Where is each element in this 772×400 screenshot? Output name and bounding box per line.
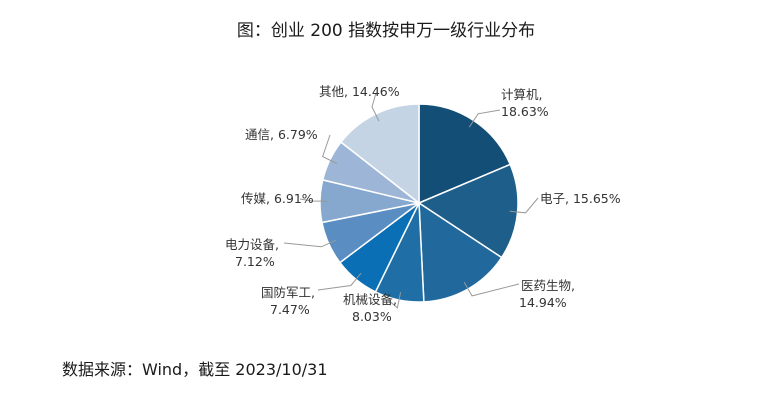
leader-lines (283, 92, 539, 309)
slice-label-machinery: 机械设备, 8.03% (343, 292, 397, 324)
slice-label-electronics: 电子, 15.65% (540, 191, 621, 206)
leader-line-8 (371, 92, 380, 122)
leader-line-7 (321, 134, 338, 164)
slice-label-power-equipment: 电力设备, 7.12% (225, 237, 279, 269)
leader-line-1 (509, 197, 539, 214)
leader-line-3 (387, 292, 402, 309)
slice-label-telecom: 通信, 6.79% (245, 127, 318, 142)
chart-title: 图：创业 200 指数按申万一级行业分布 (236, 21, 536, 41)
leader-line-5 (283, 239, 337, 248)
leader-line-0 (468, 109, 501, 128)
slice-label-pharma: 医药生物, 14.94% (519, 278, 575, 310)
leader-line-4 (317, 272, 362, 291)
slice-label-computer: 计算机, 18.63% (501, 87, 549, 119)
slice-label-other: 其他, 14.46% (319, 84, 400, 99)
slice-label-media: 传媒, 6.91% (241, 191, 314, 206)
data-source-note: 数据来源：Wind，截至 2023/10/31 (62, 360, 328, 379)
slice-label-defense: 国防军工, 7.47% (261, 285, 315, 317)
pie-slices (319, 103, 519, 303)
leader-line-2 (463, 281, 520, 297)
leader-line-6 (299, 198, 328, 202)
